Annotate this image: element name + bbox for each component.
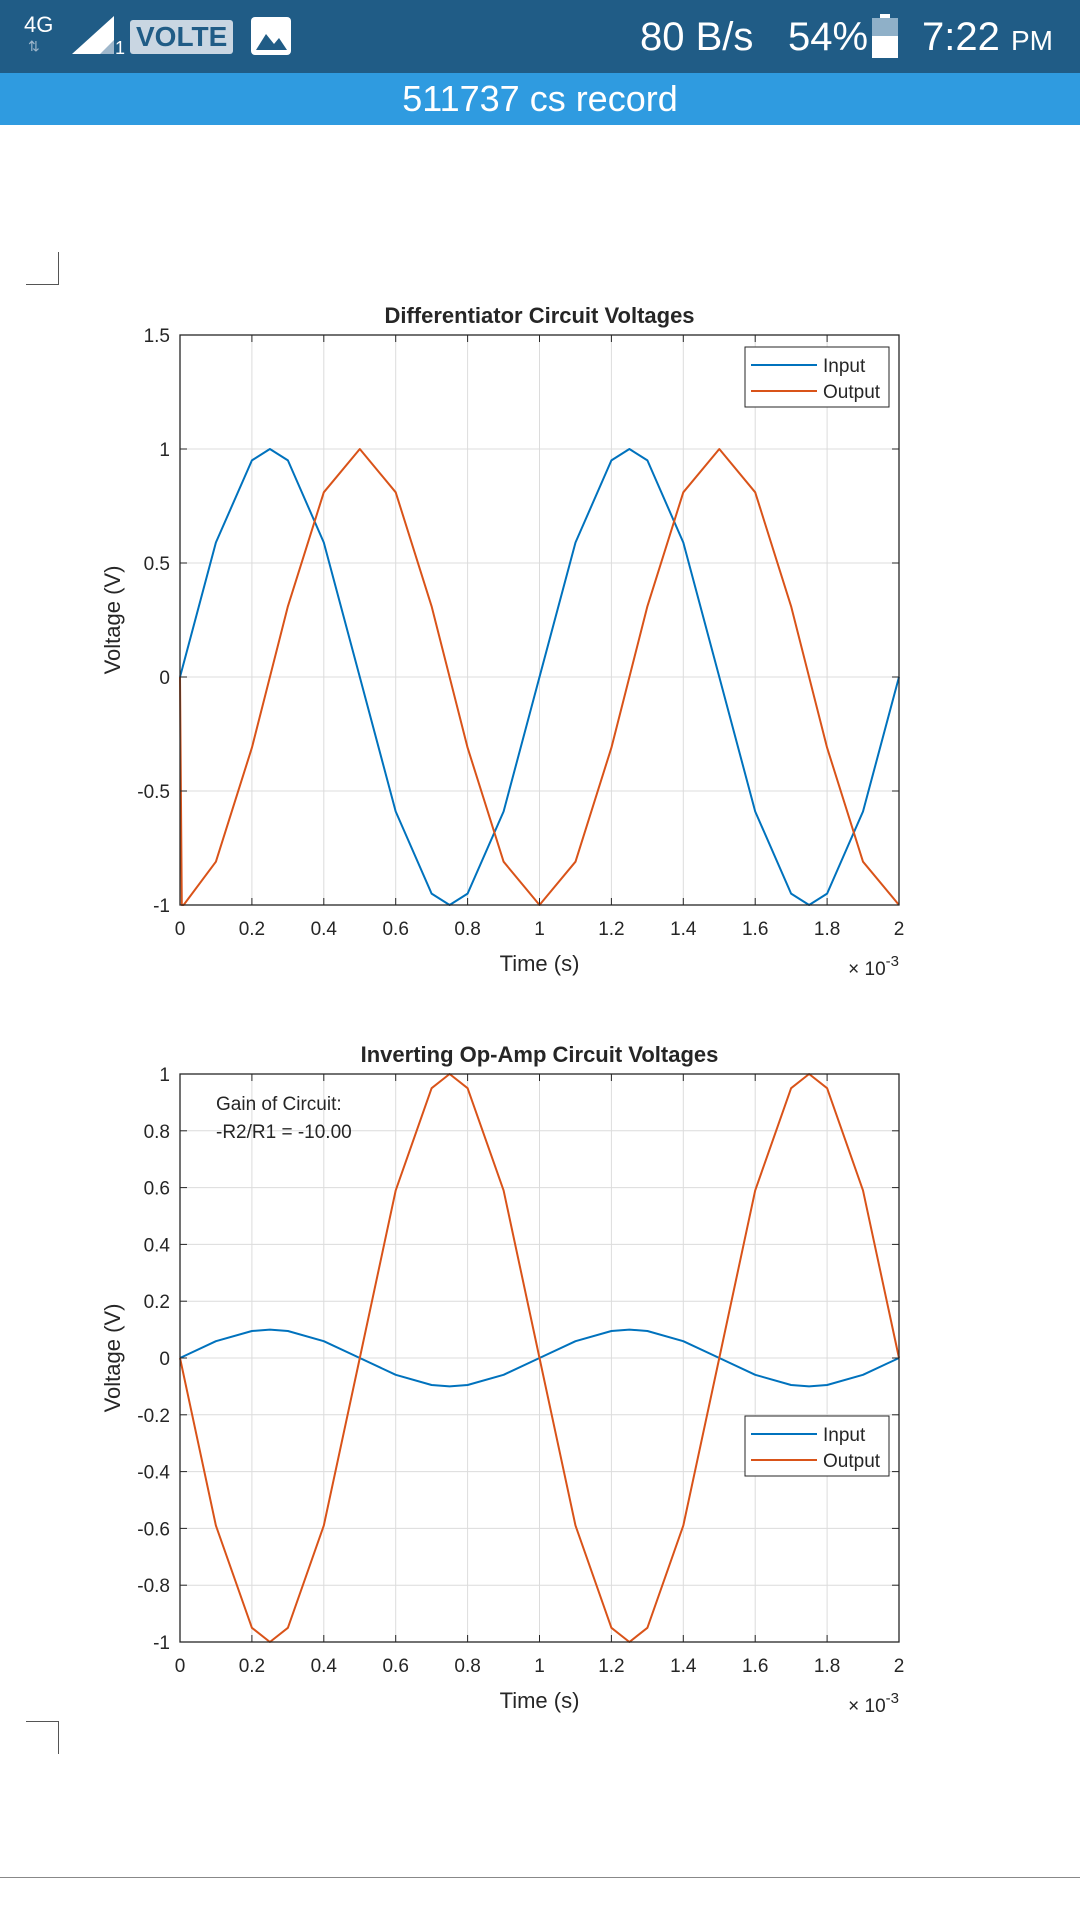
- x-tick-label: 0.6: [382, 919, 408, 940]
- x-tick-label: 1.8: [814, 919, 840, 940]
- page-divider: [0, 1877, 1080, 1878]
- y-tick-label: -0.6: [137, 1519, 170, 1540]
- y-axis-label: Voltage (V): [100, 1304, 125, 1413]
- signal-icon: [72, 16, 114, 54]
- y-tick-label: -0.8: [137, 1576, 170, 1597]
- inverting-opamp-chart: 0 0.2 0.4 0.6 0.8 1 1.2 1.4 1.6 1.8 2 -1 -0.8 -0.6 -0.…: [100, 1042, 905, 1717]
- series-line-output: [179, 1073, 900, 1643]
- gain-annotation: -R2/R1 = -10.00: [216, 1122, 352, 1143]
- x-tick-label: 0.2: [239, 919, 265, 940]
- network-type-label: 4G: [24, 12, 54, 37]
- y-tick-label: 0.5: [144, 554, 170, 575]
- x-tick-label: 2: [894, 919, 905, 940]
- clock-ampm: PM: [1010, 25, 1053, 56]
- y-tick-label: -0.5: [137, 782, 170, 803]
- y-tick-label: -1: [153, 896, 170, 917]
- differentiator-chart: 0 0.2 0.4 0.6 0.8 1 1.2 1.4 1.6 1.8 2 -1 -0.5 0 0.5 1 1.…: [100, 303, 905, 980]
- x-tick-label: 0: [175, 1656, 186, 1677]
- y-tick-label: 1.5: [144, 326, 170, 347]
- x-tick-label: 1: [534, 1656, 545, 1677]
- battery-icon: [872, 14, 898, 58]
- legend-label-input: Input: [823, 1425, 866, 1446]
- document-title: 511737 cs record: [402, 78, 678, 119]
- series-line-input: [179, 448, 900, 906]
- y-tick-label: -1: [153, 1633, 170, 1654]
- x-tick-label: 1.6: [742, 919, 768, 940]
- x-tick-label: 0.4: [311, 1656, 338, 1677]
- y-tick-label: 1: [159, 440, 170, 461]
- status-bar: 4G ⇅ 1 VOLTE 80 B/s 54% 7:22 PM: [0, 0, 1080, 73]
- legend-box: [744, 346, 890, 408]
- network-speed: 80 B/s: [640, 15, 754, 59]
- series-line-output: [179, 448, 900, 906]
- battery-percent: 54%: [788, 15, 869, 59]
- x-tick-label: 0: [175, 919, 186, 940]
- x-tick-label: 1.4: [670, 919, 697, 940]
- legend-label-input: Input: [823, 356, 866, 377]
- legend-box: [744, 1415, 890, 1477]
- x-tick-label: 1.4: [670, 1656, 697, 1677]
- x-tick-label: 0.4: [311, 919, 338, 940]
- y-tick-label: 0.2: [144, 1292, 170, 1313]
- legend-label-output: Output: [823, 382, 881, 403]
- x-tick-label: 0.6: [382, 1656, 408, 1677]
- chart-legend: Input Output: [744, 346, 890, 408]
- x-tick-label: 1: [534, 919, 545, 940]
- gain-annotation: Gain of Circuit:: [216, 1094, 342, 1115]
- page-corner-mark: [26, 252, 59, 285]
- x-axis-label: Time (s): [500, 951, 580, 976]
- data-activity-icon: ⇅: [28, 38, 40, 54]
- x-tick-label: 2: [894, 1656, 905, 1677]
- chart-title: Differentiator Circuit Voltages: [384, 303, 694, 328]
- y-tick-label: 0: [159, 668, 170, 689]
- x-tick-label: 1.6: [742, 1656, 768, 1677]
- page-corner-mark: [26, 1721, 59, 1754]
- y-tick-label: 0: [159, 1349, 170, 1370]
- x-tick-label: 0.8: [454, 919, 480, 940]
- x-exponent-label: × 10-3: [848, 1690, 899, 1717]
- y-tick-label: 1: [159, 1065, 170, 1086]
- y-axis-label: Voltage (V): [100, 566, 125, 675]
- volte-badge: VOLTE: [130, 20, 234, 54]
- document-title-bar: 511737 cs record: [0, 73, 1080, 125]
- gallery-icon: [251, 17, 291, 55]
- y-tick-label: 0.4: [144, 1235, 171, 1256]
- x-tick-label: 1.2: [598, 919, 624, 940]
- x-exponent-label: × 10-3: [848, 953, 899, 980]
- x-tick-label: 0.2: [239, 1656, 265, 1677]
- chart-legend: Input Output: [744, 1415, 890, 1477]
- clock: 7:22 PM: [922, 14, 1053, 64]
- x-tick-label: 1.2: [598, 1656, 624, 1677]
- y-tick-label: -0.2: [137, 1406, 170, 1427]
- legend-label-output: Output: [823, 1451, 881, 1472]
- chart-title: Inverting Op-Amp Circuit Voltages: [361, 1042, 719, 1067]
- x-tick-label: 1.8: [814, 1656, 840, 1677]
- y-tick-label: 0.8: [144, 1122, 170, 1143]
- x-axis-label: Time (s): [500, 1688, 580, 1713]
- y-tick-label: -0.4: [137, 1463, 170, 1484]
- sim-slot-label: 1: [115, 38, 126, 58]
- clock-time: 7:22: [922, 15, 1000, 59]
- x-tick-label: 0.8: [454, 1656, 480, 1677]
- y-tick-label: 0.6: [144, 1179, 170, 1200]
